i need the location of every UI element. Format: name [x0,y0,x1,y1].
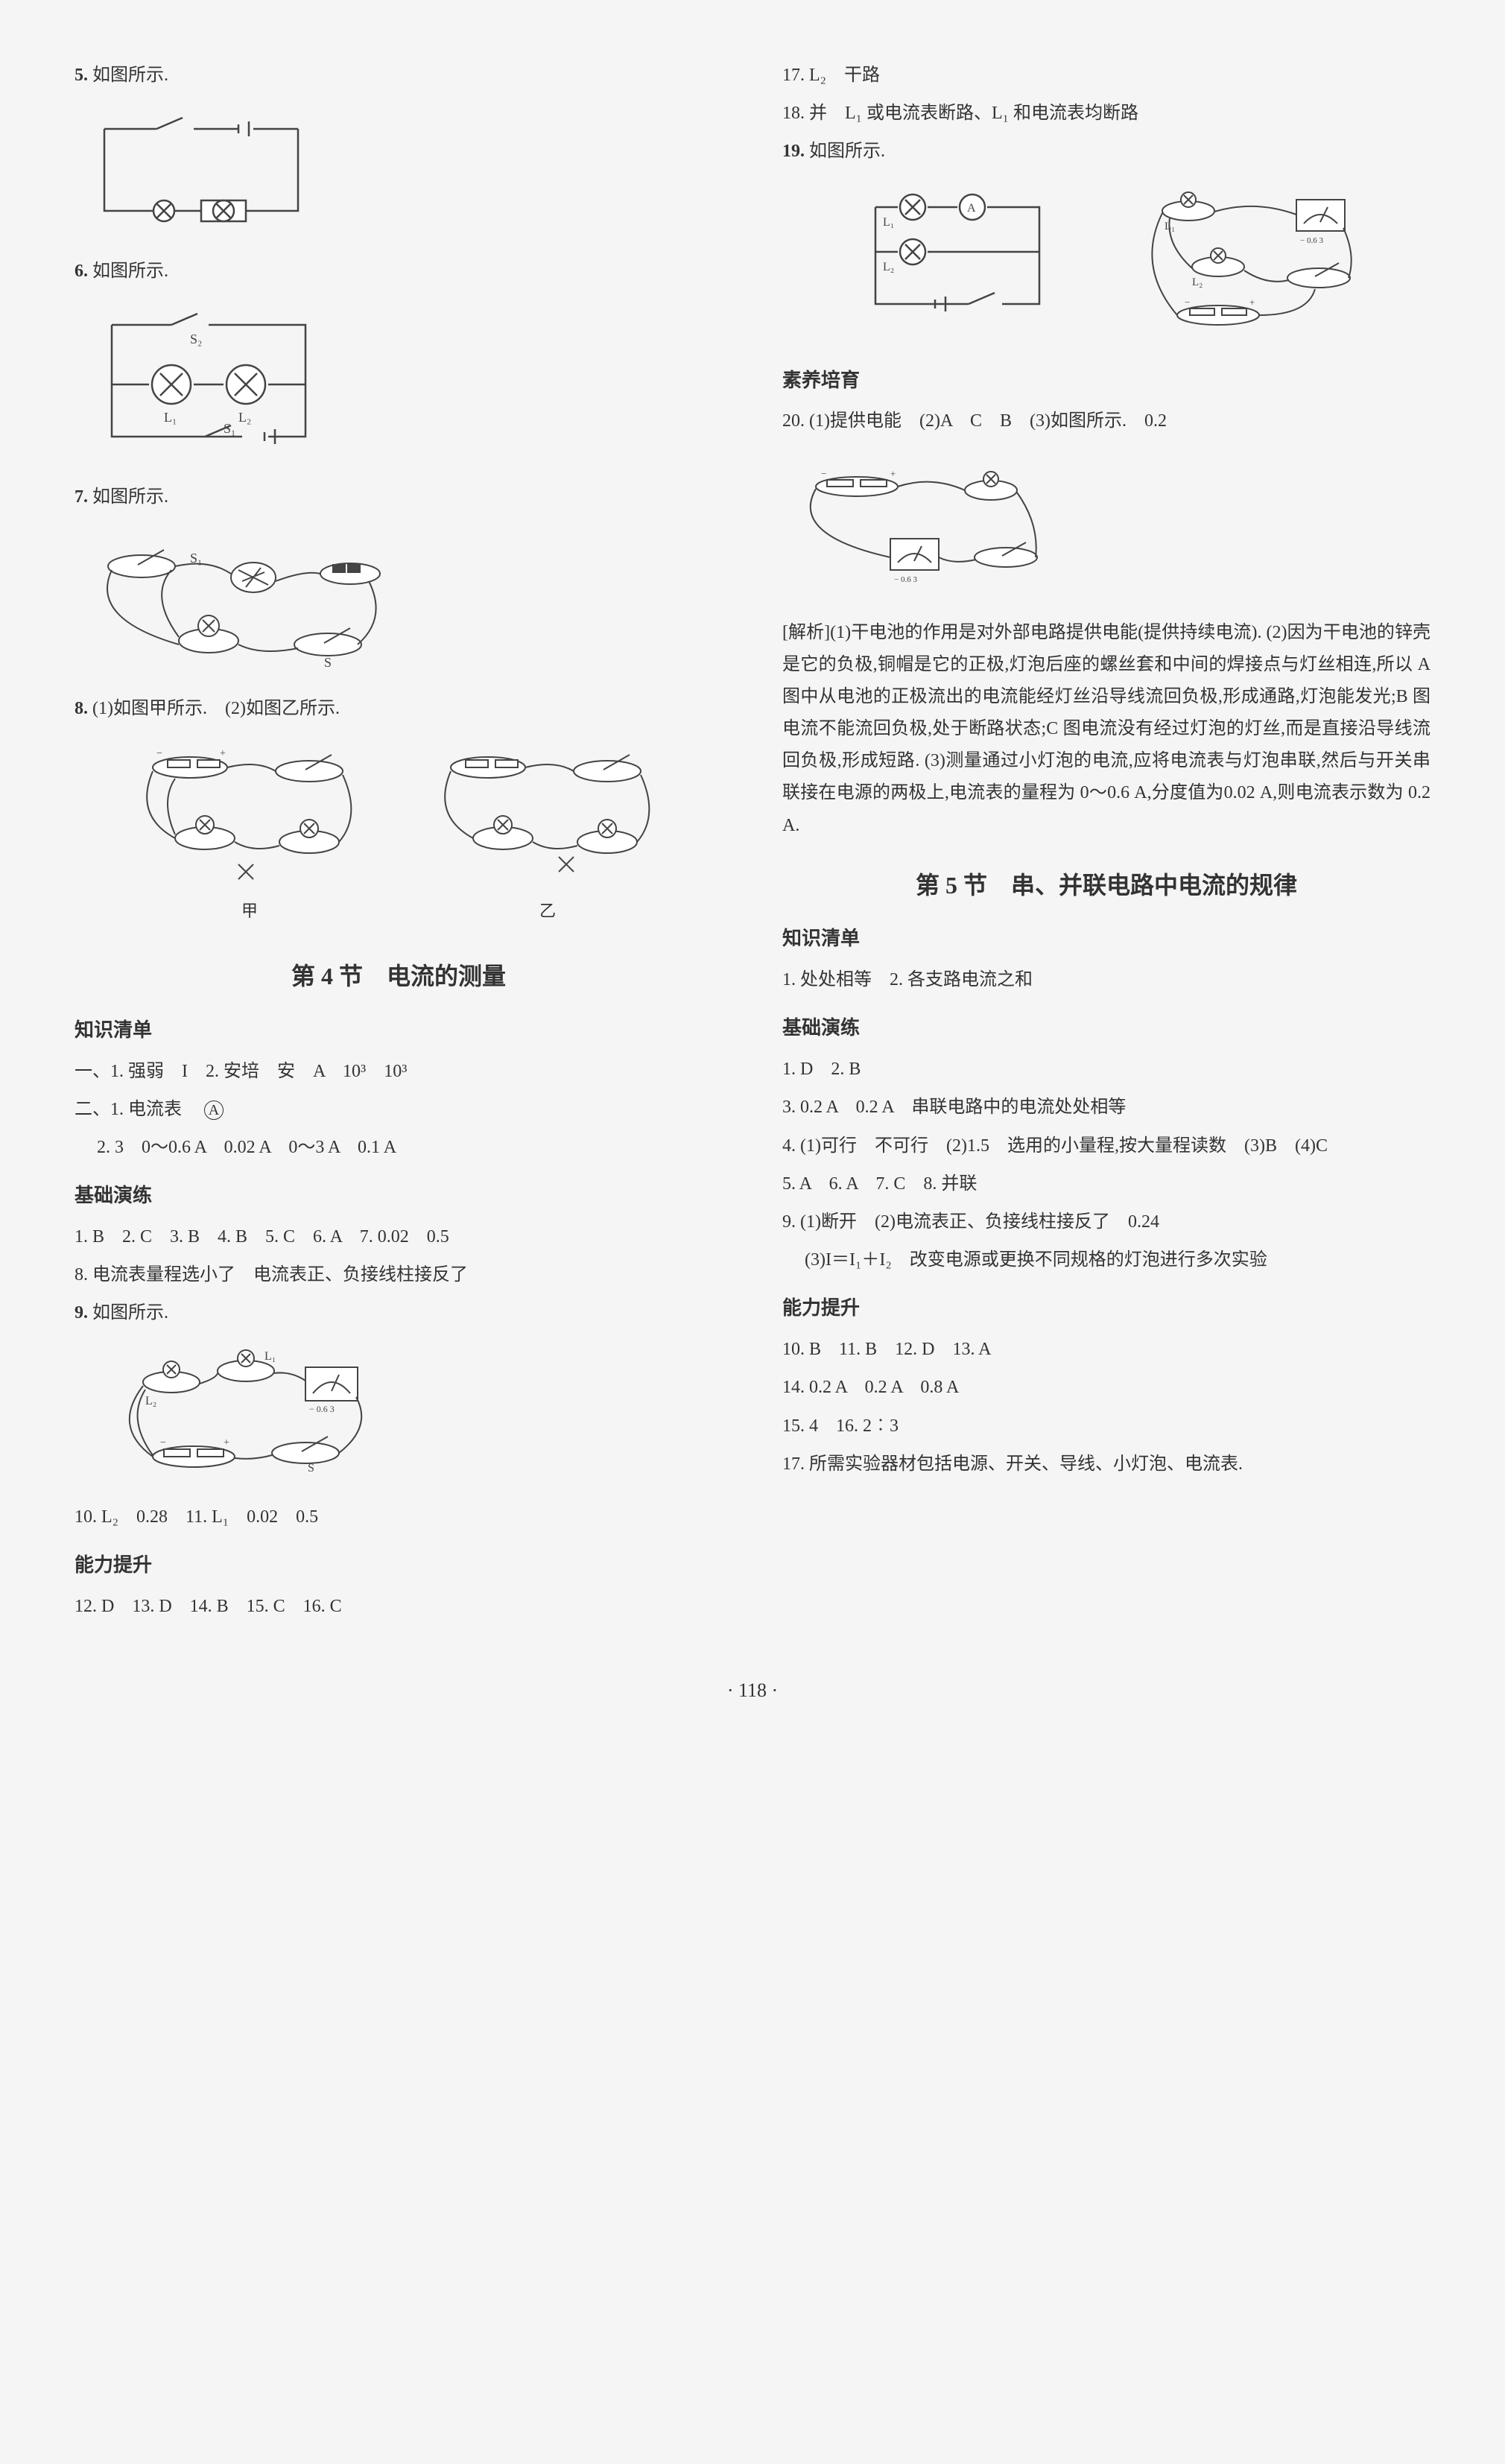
svg-text:L₁: L₁ [883,216,894,229]
svg-text:− 0.6 3: − 0.6 3 [894,575,917,584]
nengli5-1: 10. B 11. B 12. D 13. A [782,1334,1430,1366]
jichu5-9-1: 9. (1)断开 (2)电流表正、负接线柱接反了 0.24 [782,1206,1430,1238]
jichu-9: 9. 如图所示. [75,1297,723,1329]
nengli5-14: 14. 0.2 A 0.2 A 0.8 A [782,1372,1430,1404]
svg-text:+: + [1249,297,1255,308]
left-column: 5. 如图所示. 6. 如图所示. [75,60,723,1629]
svg-text:+: + [224,1437,229,1448]
svg-text:S₂: S₂ [190,332,202,346]
q5-diagram [75,107,723,241]
jichu5-9-2: (3)I＝I₁＋I₂ 改变电源或更换不同规格的灯泡进行多次实验 [782,1244,1430,1276]
jichu5-3: 3. 0.2 A 0.2 A 串联电路中的电流处处相等 [782,1092,1430,1124]
q8-label-right: 乙 [428,896,667,926]
jichu-9-diagram: L₂ L₁ − 0.6 3 − + S [75,1345,723,1486]
q7-num: 7. [75,487,88,507]
svg-text:L₁: L₁ [164,410,177,425]
q6-text: 如图所示. [92,262,168,281]
q19-diagram-right: L₁ − 0.6 3 L₂ − [1121,185,1360,341]
q7-text: 如图所示. [92,487,168,507]
q20-diagram: − + − 0.6 3 [782,453,1430,602]
svg-text:S₁: S₁ [224,421,235,436]
jichu-1: 1. B 2. C 3. B 4. B 5. C 6. A 7. 0.02 0.… [75,1221,723,1253]
nengli-title: 能力提升 [75,1548,723,1583]
q5-text: 如图所示. [92,66,168,85]
zhishi-title: 知识清单 [75,1013,723,1048]
svg-text:+: + [890,468,896,479]
svg-text:L₂: L₂ [145,1395,156,1407]
q6-num: 6. [75,262,88,281]
q17: 17. L₂ 干路 [782,60,1430,92]
jichu-9-text: 如图所示. [92,1303,168,1323]
svg-text:− 0.6 3: − 0.6 3 [309,1404,335,1414]
zhishi-2: 二、1. 电流表 A [75,1094,723,1126]
page-container: 5. 如图所示. 6. 如图所示. [75,60,1430,1629]
zhishi5-1: 1. 处处相等 2. 各支路电流之和 [782,964,1430,996]
nengli5-17: 17. 所需实验器材包括电源、开关、导线、小灯泡、电流表. [782,1448,1430,1480]
svg-text:−: − [821,468,826,479]
zhishi-2-2: 2. 3 0～0.6 A 0.02 A 0～3 A 0.1 A [75,1132,723,1164]
svg-text:−: − [156,748,162,759]
q6: 6. 如图所示. [75,256,723,288]
zhishi-2-1: 二、1. 电流表 [75,1100,200,1119]
jiexi-label: [解析] [782,623,830,642]
q18: 18. 并 L₁ 或电流表断路、L₁ 和电流表均断路 [782,98,1430,130]
zhishi-2-circle: A [204,1100,224,1120]
q19-diagrams: L₁ A L₂ [782,177,1430,349]
section5-title: 第 5 节 串、并联电路中电流的规律 [782,864,1430,908]
svg-text:+: + [220,748,226,759]
svg-text:A: A [967,202,976,215]
q19-num: 19. [782,142,805,161]
right-column: 17. L₂ 干路 18. 并 L₁ 或电流表断路、L₁ 和电流表均断路 19.… [782,60,1430,1629]
q8-text: (1)如图甲所示. (2)如图乙所示. [92,699,340,718]
zhishi5-title: 知识清单 [782,922,1430,957]
q6-diagram: S₂ S₁ L₁ L₂ [75,303,723,466]
jichu5-title: 基础演练 [782,1011,1430,1046]
q5: 5. 如图所示. [75,60,723,92]
q8-num: 8. [75,699,88,718]
jichu-10: 10. L₂ 0.28 11. L₁ 0.02 0.5 [75,1501,723,1533]
jichu-title: 基础演练 [75,1179,723,1214]
nengli-1: 12. D 13. D 14. B 15. C 16. C [75,1591,723,1623]
svg-text:L₁: L₁ [264,1350,276,1363]
svg-text:−: − [1185,297,1190,308]
nengli5-15: 15. 4 16. 2︰3 [782,1410,1430,1442]
jichu-8: 8. 电流表量程选小了 电流表正、负接线柱接反了 [75,1259,723,1291]
jiexi-text: (1)干电池的作用是对外部电路提供电能(提供持续电流). (2)因为干电池的锌壳… [782,623,1430,835]
q19-diagram-left: L₁ A L₂ [853,185,1062,341]
jichu5-1: 1. D 2. B [782,1054,1430,1086]
svg-text:S: S [324,655,332,670]
q8-diagrams: − + 甲 [75,734,723,934]
q8: 8. (1)如图甲所示. (2)如图乙所示. [75,693,723,725]
svg-text:− 0.6 3: − 0.6 3 [1300,236,1323,245]
jichu-9-num: 9. [75,1303,88,1323]
jichu5-4: 4. (1)可行 不可行 (2)1.5 选用的小量程,按大量程读数 (3)B (… [782,1130,1430,1162]
svg-text:S: S [308,1462,314,1475]
jichu5-5: 5. A 6. A 7. C 8. 并联 [782,1168,1430,1200]
svg-text:L₂: L₂ [883,261,894,273]
jiexi: [解析](1)干电池的作用是对外部电路提供电能(提供持续电流). (2)因为干电… [782,617,1430,842]
q8-label-left: 甲 [130,896,369,926]
suyang-title: 素养培育 [782,364,1430,399]
svg-text:−: − [160,1437,166,1448]
q7: 7. 如图所示. [75,481,723,513]
q19-text: 如图所示. [809,142,885,161]
page-number: · 118 · [75,1673,1430,1708]
nengli5-title: 能力提升 [782,1291,1430,1326]
q5-num: 5. [75,66,88,85]
section4-title: 第 4 节 电流的测量 [75,955,723,998]
q8-diagram-left: − + 甲 [130,741,369,926]
q8-diagram-right: 乙 [428,741,667,926]
q19: 19. 如图所示. [782,136,1430,168]
svg-text:L₂: L₂ [238,410,251,425]
svg-text:L₂: L₂ [1192,276,1203,288]
q20: 20. (1)提供电能 (2)A C B (3)如图所示. 0.2 [782,405,1430,437]
zhishi-1: 一、1. 强弱 I 2. 安培 安 A 10³ 10³ [75,1056,723,1088]
q7-diagram: S₁ S [75,529,723,678]
